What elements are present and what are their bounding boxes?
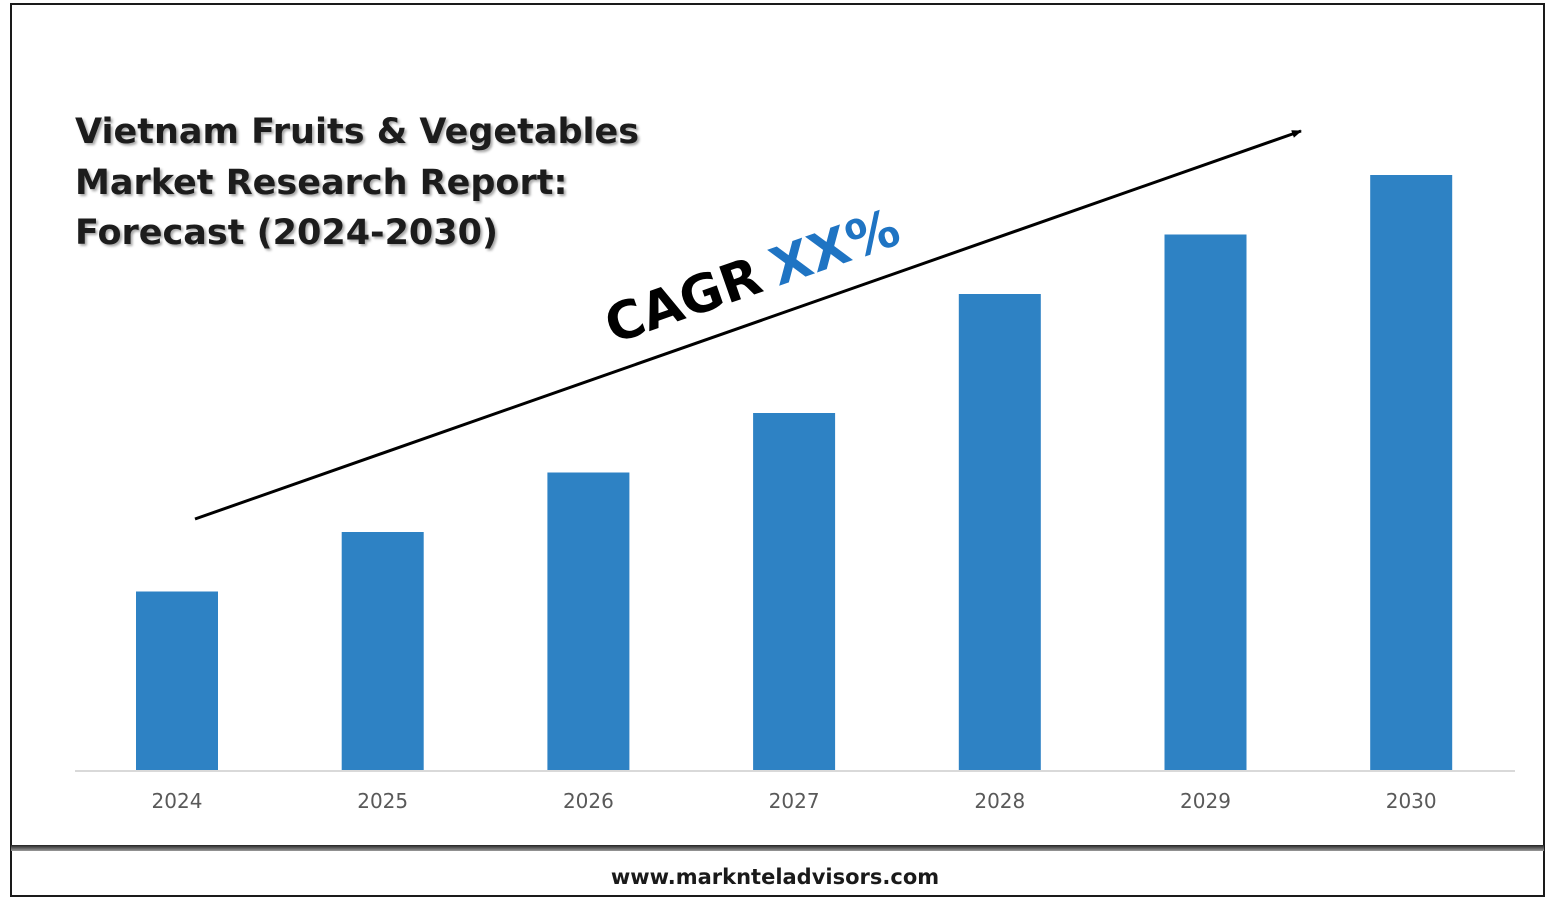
bar-2028 [958,294,1041,770]
bar-2024 [136,591,218,770]
cagr-value: XX% [763,198,908,298]
x-tick-label-2025: 2025 [357,789,408,813]
chart-title-line-2: Market Research Report: [75,163,567,203]
x-tick-label-2028: 2028 [974,789,1025,813]
x-tick-label-2030: 2030 [1386,789,1437,813]
bar-2026 [547,472,630,770]
bar-series [136,175,1453,770]
cagr-label: CAGR [597,246,769,356]
trend-arrow [194,129,1302,521]
chart-title-line-3: Forecast (2024-2030) [75,213,498,253]
x-tick-label-2029: 2029 [1180,789,1231,813]
x-axis-tick-labels: 2024 2025 2026 2027 2028 2029 2030 [152,789,1437,813]
bar-2030 [1370,175,1453,770]
footer-divider [11,845,1544,851]
chart-title: Vietnam Fruits & Vegetables Market Resea… [75,112,639,253]
footer-website: www.marknteladvisors.com [611,865,939,889]
bar-2025 [341,532,424,770]
bar-2027 [753,413,836,770]
x-tick-label-2027: 2027 [769,789,820,813]
x-tick-label-2024: 2024 [152,789,203,813]
x-tick-label-2026: 2026 [563,789,614,813]
chart-title-line-1: Vietnam Fruits & Vegetables [75,112,639,152]
cagr-annotation: CAGRXX% [597,198,907,356]
bar-2029 [1164,234,1247,770]
